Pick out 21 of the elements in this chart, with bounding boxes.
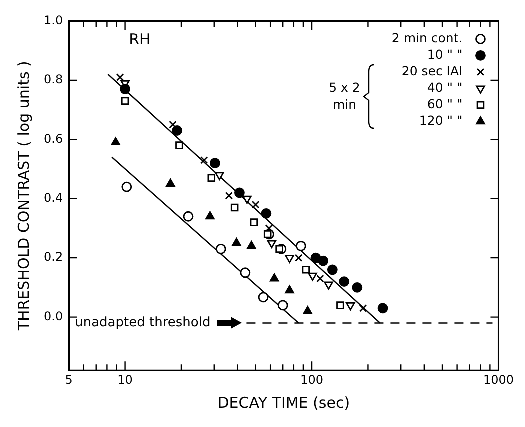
ref-line-label: unadapted threshold — [75, 316, 211, 331]
y-tick-label: 0.2 — [44, 250, 64, 264]
y-tick-label: 1.0 — [44, 13, 64, 28]
legend-label: 120 " " — [419, 112, 463, 128]
y-tick-label: 0.4 — [44, 190, 64, 205]
y-tick-label: 0.8 — [44, 72, 64, 87]
annotation: RH — [129, 30, 151, 49]
y-tick-label: 0.6 — [44, 132, 64, 146]
x-axis-title: DECAY TIME (sec) — [218, 394, 350, 412]
legend-label: 60 " " — [427, 96, 463, 112]
y-tick-label: 0.0 — [44, 309, 64, 324]
x-tick-label: 1000 — [483, 372, 514, 387]
legend-label: 20 sec IAI — [402, 63, 463, 78]
x-tick-label: 5 — [65, 372, 73, 387]
legend-label: 10 " " — [427, 46, 463, 62]
x-tick-label: 10 — [118, 372, 133, 387]
legend-label: 2 min cont. — [392, 30, 463, 46]
x-tick-label: 100 — [300, 372, 324, 387]
y-axis-title: THRESHOLD CONTRAST ( log units ) — [14, 61, 33, 332]
legend-title: 5 x 2 min — [329, 80, 360, 112]
legend-label: 40 " " — [427, 80, 463, 95]
